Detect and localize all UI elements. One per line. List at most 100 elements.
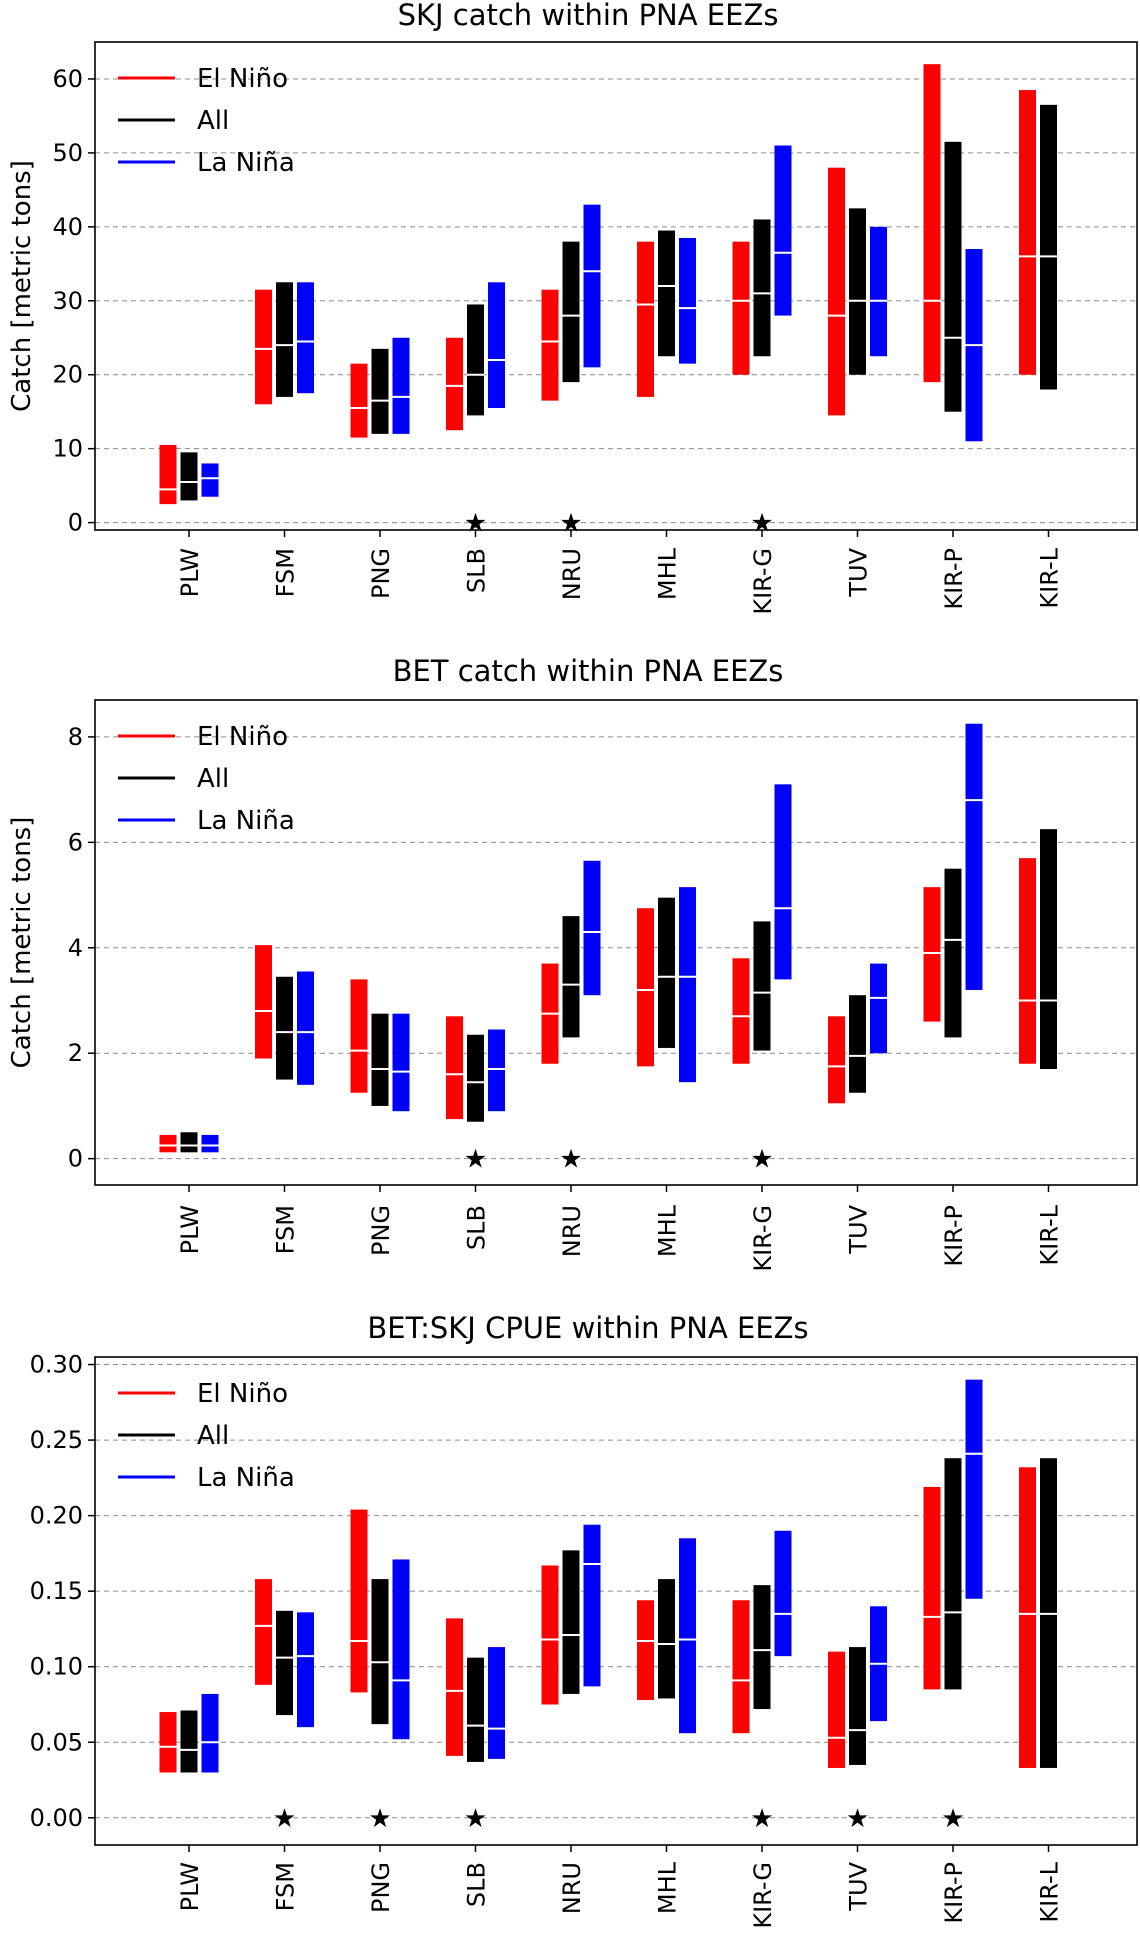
x-tick-label-nru: NRU — [558, 1862, 586, 1914]
x-tick-label-slb: SLB — [463, 548, 491, 593]
significance-star-kir-g: ★ — [750, 509, 773, 539]
range-bar-all-plw — [180, 1710, 198, 1773]
plot-frame — [94, 699, 1138, 1186]
chart-title: SKJ catch within PNA EEZs — [398, 0, 779, 32]
range-bar-la-nina-png — [392, 337, 410, 434]
x-tick-label-kir-g: KIR-G — [749, 548, 777, 615]
range-bar-la-nina-fsm — [297, 1612, 314, 1728]
range-bar-all-nru — [562, 1550, 580, 1694]
range-bar-la-nina-plw — [201, 463, 219, 497]
range-bar-el-nino-mhl — [637, 241, 654, 397]
range-bar-el-nino-kir-p — [923, 1486, 941, 1690]
significance-star-tuv: ★ — [846, 1804, 869, 1834]
x-tick-label-kir-p: KIR-P — [940, 1205, 968, 1267]
range-bar-la-nina-nru — [583, 1524, 601, 1687]
y-axis-label: Catch [metric tons] — [7, 160, 37, 412]
range-bar-el-nino-slb — [446, 337, 463, 431]
y-tick-label: 40 — [52, 213, 83, 241]
legend-label-la-nina: La Niña — [197, 1463, 295, 1493]
range-bar-all-nru — [562, 241, 580, 383]
range-bar-la-nina-kir-g — [774, 145, 792, 316]
legend-label-el-nino: El Niño — [197, 64, 288, 94]
chart-panel-2: 0 2 4 6 8 PLW FSM PNG SLB ★ NRU ★ MHL KIR-G ★ TUV KIR-P K… — [7, 654, 1138, 1272]
range-bar-all-kir-p — [944, 141, 962, 412]
y-tick-label: 0.30 — [30, 1351, 83, 1379]
range-bar-el-nino-plw — [159, 444, 177, 505]
y-tick-label: 6 — [68, 828, 83, 856]
significance-star-fsm: ★ — [273, 1804, 296, 1834]
range-bar-el-nino-nru — [541, 289, 559, 401]
range-bar-la-nina-mhl — [679, 1538, 696, 1734]
legend: El Niño All La Niña — [118, 1379, 295, 1493]
range-bar-all-png — [371, 1013, 389, 1106]
range-bar-all-tuv — [849, 1647, 866, 1765]
range-bar-el-nino-fsm — [255, 289, 272, 405]
range-bar-el-nino-tuv — [828, 1651, 845, 1768]
x-tick-label-mhl: MHL — [654, 1861, 682, 1914]
range-bar-all-kir-p — [944, 868, 962, 1038]
x-tick-label-kir-g: KIR-G — [749, 1205, 777, 1272]
range-bar-all-mhl — [658, 230, 675, 357]
x-tick-label-tuv: TUV — [845, 1204, 873, 1254]
range-bar-all-slb — [467, 1657, 484, 1762]
y-tick-label: 4 — [68, 934, 83, 962]
range-bar-all-png — [371, 348, 389, 434]
x-tick-label-kir-l: KIR-L — [1036, 547, 1064, 608]
range-bar-la-nina-mhl — [679, 887, 696, 1083]
x-tick-label-kir-l: KIR-L — [1036, 1861, 1064, 1922]
x-tick-label-fsm: FSM — [272, 1205, 300, 1254]
range-bar-all-kir-g — [753, 1585, 771, 1710]
significance-star-nru: ★ — [559, 1145, 582, 1175]
y-tick-label: 0.10 — [30, 1653, 83, 1681]
y-tick-label: 2 — [68, 1039, 83, 1067]
y-axis-label: Catch [metric tons] — [7, 817, 37, 1069]
range-bar-el-nino-fsm — [255, 945, 272, 1059]
range-bar-el-nino-kir-l — [1019, 858, 1036, 1064]
plot-frame — [94, 1356, 1138, 1846]
range-bar-el-nino-png — [350, 363, 368, 438]
x-tick-label-kir-g: KIR-G — [749, 1862, 777, 1929]
range-bar-all-plw — [180, 452, 198, 501]
x-tick-label-mhl: MHL — [654, 1204, 682, 1257]
significance-star-nru: ★ — [559, 509, 582, 539]
significance-star-slb: ★ — [464, 1145, 487, 1175]
range-bar-la-nina-nru — [583, 204, 601, 368]
x-tick-label-png: PNG — [367, 1862, 395, 1913]
significance-star-kir-g: ★ — [750, 1145, 773, 1175]
range-bar-la-nina-fsm — [297, 971, 314, 1085]
y-tick-label: 10 — [52, 435, 83, 463]
range-bar-el-nino-kir-p — [923, 887, 941, 1022]
legend-label-la-nina: La Niña — [197, 148, 295, 178]
y-tick-label: 0 — [68, 1145, 83, 1173]
y-tick-label: 0.05 — [30, 1728, 83, 1756]
y-tick-label: 0 — [68, 509, 83, 537]
range-bar-el-nino-mhl — [637, 908, 654, 1067]
range-bar-all-fsm — [276, 976, 293, 1080]
range-bar-el-nino-plw — [159, 1712, 177, 1773]
legend-label-all: All — [197, 106, 229, 136]
y-tick-label: 0.00 — [30, 1804, 83, 1832]
y-tick-label: 60 — [52, 65, 83, 93]
x-tick-label-plw: PLW — [176, 1862, 204, 1911]
range-bar-el-nino-slb — [446, 1618, 463, 1756]
y-tick-label: 0.15 — [30, 1577, 83, 1605]
range-bar-la-nina-tuv — [870, 226, 887, 357]
range-bar-la-nina-kir-p — [965, 1379, 983, 1599]
significance-star-kir-p: ★ — [941, 1804, 964, 1834]
range-bar-la-nina-nru — [583, 860, 601, 996]
legend-label-el-nino: El Niño — [197, 1379, 288, 1409]
range-bar-el-nino-kir-l — [1019, 1467, 1036, 1768]
significance-star-png: ★ — [368, 1804, 391, 1834]
range-bar-el-nino-fsm — [255, 1579, 272, 1685]
range-bar-all-fsm — [276, 282, 293, 397]
range-bar-all-mhl — [658, 1579, 675, 1699]
range-bar-all-slb — [467, 304, 484, 416]
chart-title: BET catch within PNA EEZs — [393, 654, 784, 688]
range-bar-el-nino-png — [350, 979, 368, 1093]
legend-label-el-nino: El Niño — [197, 722, 288, 752]
chart-panel-3: 0.00 0.05 0.10 0.15 0.20 0.25 0.30 PLW FSM ★ PNG ★ S… — [30, 1311, 1138, 1929]
range-bar-el-nino-kir-g — [732, 241, 750, 375]
x-tick-label-slb: SLB — [463, 1205, 491, 1250]
legend: El Niño All La Niña — [118, 722, 295, 836]
